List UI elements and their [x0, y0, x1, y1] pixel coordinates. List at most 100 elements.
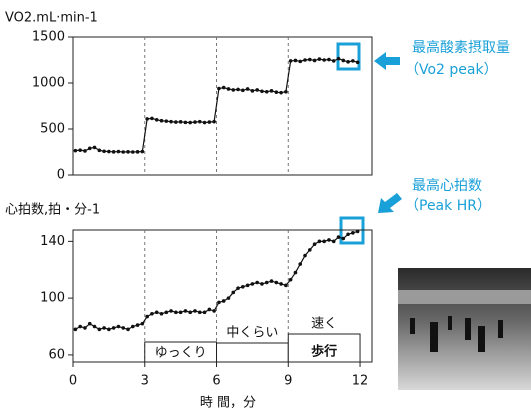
data-point [288, 59, 293, 63]
data-point [131, 324, 135, 329]
data-point [279, 90, 283, 95]
arrow [374, 52, 400, 70]
stage-label: 中くらい [226, 326, 278, 341]
data-point [341, 236, 346, 241]
photo [398, 268, 531, 390]
data-point [126, 150, 130, 154]
data-point [245, 283, 250, 288]
data-point [87, 321, 92, 326]
data-point [308, 57, 312, 62]
y-tick-label: 100 [40, 291, 65, 306]
data-point [212, 309, 216, 313]
data-point [279, 282, 283, 286]
data-point [231, 88, 236, 92]
data-point [178, 120, 183, 124]
y-tick-label: 60 [48, 347, 65, 362]
data-point [303, 58, 307, 62]
data-point [221, 85, 226, 90]
highlight-box [336, 42, 361, 71]
data-point [150, 116, 154, 121]
x-tick-label: 6 [212, 374, 220, 389]
data-point [217, 86, 221, 91]
data-point [221, 299, 226, 303]
data-point [174, 120, 178, 124]
stage-box [287, 333, 361, 363]
data-point [317, 239, 322, 244]
y-tick-label: 1000 [32, 76, 65, 91]
data-point [331, 239, 336, 244]
data-point [264, 89, 269, 94]
data-point [351, 231, 355, 235]
data-point [116, 324, 121, 329]
data-point [116, 149, 121, 154]
stage-label: ゆっくり [155, 346, 207, 361]
data-point [178, 310, 183, 315]
data-point [327, 57, 331, 62]
data-point [346, 232, 350, 237]
data-point [183, 120, 188, 125]
data-point [121, 326, 126, 330]
data-point [193, 120, 197, 124]
data-point [336, 56, 341, 61]
data-point [260, 89, 264, 94]
data-point [154, 310, 159, 315]
data-point [255, 280, 259, 285]
data-point [274, 280, 279, 285]
data-point [73, 327, 78, 332]
y-axis-label: VO2.mL·min-1 [5, 11, 98, 26]
data-point [341, 58, 346, 63]
y-axis-label: 心拍数,拍・分-1 [5, 203, 100, 218]
data-point [269, 89, 274, 93]
data-point [169, 119, 173, 124]
data-point [174, 310, 178, 315]
data-point [197, 119, 202, 124]
data-point [135, 323, 140, 327]
data-point [197, 310, 202, 315]
y-tick-label: 500 [40, 122, 65, 137]
plot-frame [72, 36, 373, 176]
data-point [355, 229, 360, 234]
data-point [83, 149, 87, 153]
data-point [284, 89, 288, 94]
data-point [188, 120, 193, 125]
data-point [135, 150, 140, 154]
data-point [293, 270, 298, 275]
data-point [303, 253, 307, 258]
data-point [140, 321, 145, 326]
data-point [92, 324, 97, 329]
data-point [245, 87, 250, 91]
data-point [183, 309, 188, 313]
data-point [264, 280, 269, 285]
data-point [260, 282, 264, 286]
x-tick-label: 9 [284, 374, 292, 389]
data-point [159, 118, 164, 123]
data-point [207, 307, 212, 312]
data-point [312, 58, 317, 63]
data-point [145, 117, 149, 121]
data-point [121, 150, 126, 154]
data-point [274, 90, 279, 94]
data-point [250, 89, 255, 93]
data-point [312, 242, 317, 246]
data-point [73, 148, 78, 153]
annotation: （Peak HR） [405, 198, 491, 214]
y-tick-label: 1500 [32, 30, 65, 45]
data-point [351, 59, 355, 63]
data-point [231, 290, 236, 295]
x-axis-label: 時 間，分 [200, 396, 256, 411]
data-point [107, 149, 111, 154]
annotation: 最高酸素摂取量 [412, 39, 510, 56]
data-point [97, 148, 102, 153]
data-point [169, 309, 173, 313]
data-point [202, 120, 207, 125]
data-point [288, 277, 293, 282]
x-tick-label: 12 [352, 374, 369, 389]
data-point [322, 239, 326, 244]
data-point [317, 57, 322, 61]
data-point [308, 248, 312, 252]
data-point [212, 119, 216, 124]
data-point [92, 145, 97, 150]
data-point [236, 87, 240, 92]
data-point [154, 118, 159, 122]
